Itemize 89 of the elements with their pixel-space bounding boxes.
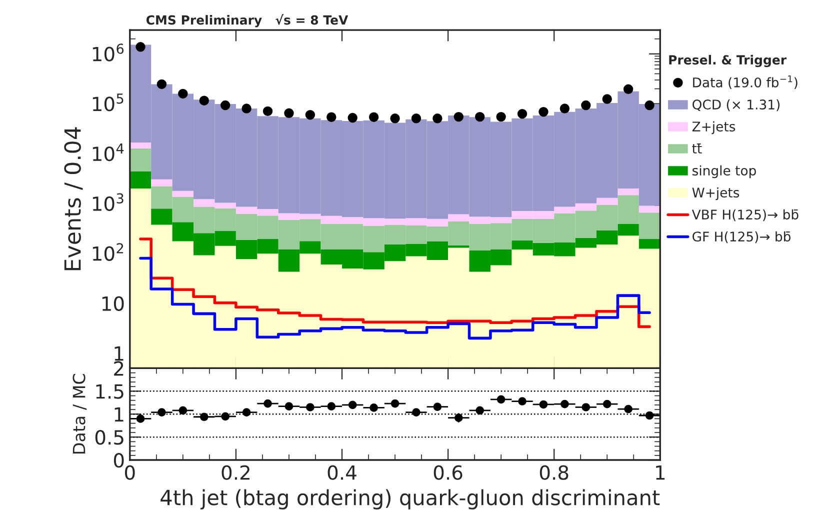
- point: [454, 112, 464, 122]
- legend-label: QCD (× 1.31): [692, 99, 780, 112]
- point: [518, 397, 526, 406]
- y-tick-label: 1: [114, 346, 124, 361]
- y-axis-title: Events / 0.04: [64, 127, 83, 270]
- point: [348, 400, 357, 410]
- point: [136, 414, 145, 423]
- x-tick-label: 0.2: [222, 465, 250, 480]
- y-tick-label: 1: [114, 407, 124, 422]
- point: [476, 406, 484, 415]
- y-tick-label: 1.5: [96, 384, 124, 399]
- point: [496, 112, 506, 122]
- point: [242, 408, 251, 416]
- bar: [151, 179, 172, 186]
- point: [178, 88, 188, 99]
- y-tick-label: 10$^{6}$: [92, 44, 124, 62]
- bar: [130, 171, 152, 189]
- legend-label: single top: [692, 165, 756, 178]
- point: [264, 399, 272, 408]
- point: [348, 112, 358, 123]
- point: [538, 106, 548, 117]
- bar: [130, 142, 152, 148]
- y-tick-label: 10$^{5}$: [92, 94, 124, 112]
- y-tick-label: 0.5: [95, 430, 124, 445]
- legend-label: Data (19.0 fb$^{−1}$): [693, 75, 798, 89]
- x-axis-title: 4th jet (btag ordering) quark-gluon discriminant: [160, 489, 660, 510]
- point: [200, 412, 208, 422]
- point: [156, 79, 167, 90]
- point: [242, 104, 252, 114]
- point: [284, 108, 294, 118]
- y-tick-label: 10$^{2}$: [92, 243, 124, 261]
- point: [454, 414, 463, 422]
- point: [582, 403, 590, 412]
- point: [581, 100, 591, 110]
- point: [284, 402, 294, 410]
- y-tick-label: 10$^{4}$: [92, 144, 124, 162]
- y-tick-label: 2: [114, 361, 124, 376]
- y-tick-label: 10$^{3}$: [92, 193, 124, 212]
- point: [517, 108, 528, 119]
- point: [158, 408, 166, 416]
- point: [178, 406, 188, 415]
- point: [433, 402, 442, 411]
- point: [432, 114, 442, 124]
- point: [560, 104, 570, 114]
- point: [326, 112, 336, 122]
- point: [602, 400, 612, 408]
- point: [624, 404, 632, 414]
- legend-label: GF H(125)→ bb̄: [692, 231, 790, 244]
- point: [411, 114, 422, 124]
- point: [496, 395, 506, 404]
- x-tick-label: 0.6: [434, 465, 462, 480]
- point: [305, 110, 316, 120]
- legend-label: Z+jets: [692, 121, 736, 134]
- legend-label: tt̄: [692, 144, 702, 154]
- chart-title: CMS Preliminary √s = 8 TeV: [146, 14, 348, 28]
- x-tick-label: 1: [656, 465, 665, 480]
- legend-label: VBF H(125)→ bb̄: [692, 209, 798, 222]
- point: [390, 114, 400, 124]
- point: [623, 84, 634, 94]
- legend-title: Presel. & Trigger: [669, 54, 787, 68]
- point: [645, 411, 654, 420]
- bar: [638, 206, 660, 213]
- point: [327, 402, 336, 410]
- point: [539, 400, 548, 409]
- point: [644, 100, 654, 110]
- legend-label: W+jets: [692, 187, 740, 200]
- point: [560, 400, 569, 408]
- point: [474, 112, 485, 122]
- point: [602, 94, 612, 104]
- bar: [618, 188, 639, 196]
- x-tick-label: 0: [125, 465, 135, 480]
- bar: [172, 190, 194, 197]
- y-axis-title: Data / MC: [72, 374, 87, 454]
- y-tick-label: 10: [102, 296, 124, 311]
- point: [412, 408, 420, 416]
- x-tick-label: 0.4: [328, 465, 356, 480]
- point: [199, 96, 209, 106]
- bar: [638, 238, 660, 249]
- y-tick-label: 0: [114, 452, 124, 468]
- point: [136, 42, 146, 52]
- point: [220, 100, 230, 110]
- x-tick-label: 0.8: [540, 465, 568, 480]
- point: [390, 399, 400, 408]
- point: [306, 403, 314, 412]
- point: [370, 404, 378, 412]
- point: [368, 112, 379, 122]
- point: [221, 412, 230, 421]
- bar: [130, 148, 152, 172]
- point: [262, 106, 273, 116]
